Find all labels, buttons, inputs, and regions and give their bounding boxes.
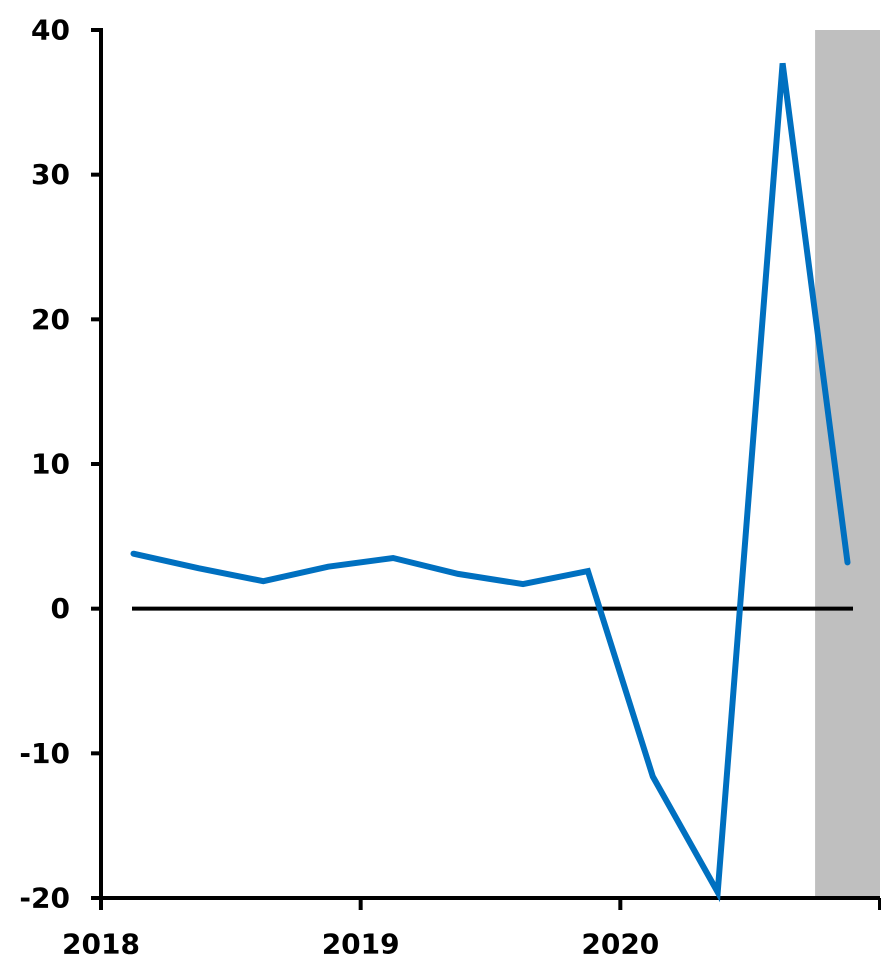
y-tick-label: 10 [31, 448, 70, 481]
x-tick-label: 2020 [581, 928, 659, 961]
y-tick-label: 0 [51, 592, 70, 625]
shaded-forecast-region [815, 30, 880, 898]
y-tick-label: 20 [31, 303, 70, 336]
tick-label-layer: -20 -10 0 10 20 30 40 2018 2019 2020 [19, 14, 659, 961]
axes-layer [91, 28, 881, 910]
y-tick-label: 30 [31, 158, 70, 191]
x-tick-label: 2019 [322, 928, 400, 961]
x-tick-label: 2018 [62, 928, 140, 961]
shaded-region-layer [815, 30, 880, 898]
y-tick-label: -10 [19, 737, 70, 770]
y-tick-label: 40 [31, 14, 70, 47]
y-tick-label: -20 [19, 882, 70, 915]
series-line [130, 62, 851, 903]
series-layer [130, 62, 851, 903]
